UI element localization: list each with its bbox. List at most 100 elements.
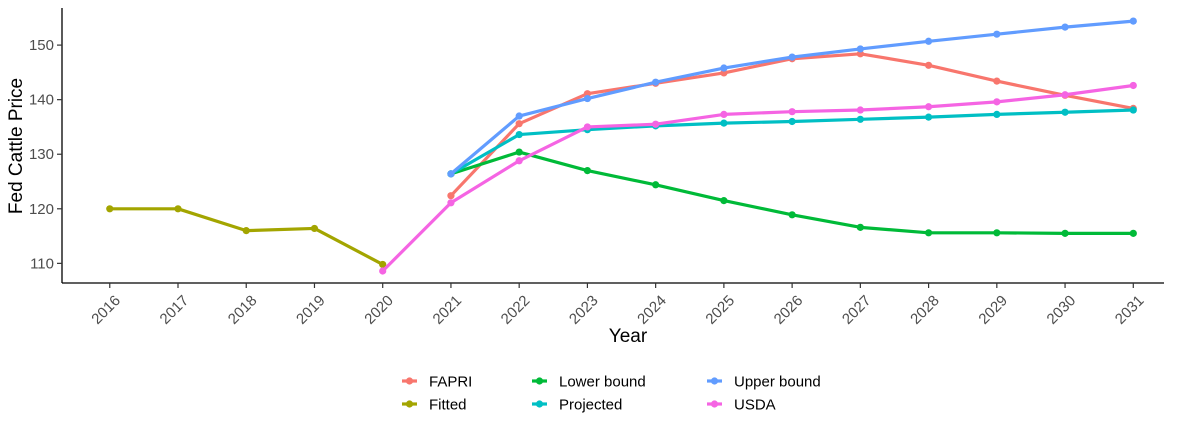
legend-key-point bbox=[405, 400, 414, 408]
y-tick-label: 110 bbox=[30, 255, 54, 272]
data-point-projected bbox=[1061, 108, 1069, 116]
data-point-lower-bound bbox=[1129, 229, 1137, 237]
series-projected bbox=[447, 106, 1137, 178]
data-point-projected bbox=[515, 130, 523, 139]
data-point-lower-bound bbox=[856, 223, 864, 231]
legend-label: Fitted bbox=[429, 397, 467, 414]
data-point-fapri bbox=[924, 61, 933, 69]
x-tick-label: 2026 bbox=[771, 292, 807, 328]
data-point-fapri bbox=[515, 120, 523, 128]
x-tick-label: 2031 bbox=[1112, 292, 1148, 328]
legend-key-point bbox=[535, 377, 544, 385]
series-usda bbox=[379, 81, 1137, 275]
data-point-lower-bound bbox=[993, 229, 1001, 237]
legend-item-fitted: Fitted bbox=[402, 397, 467, 414]
data-point-usda bbox=[1061, 91, 1069, 99]
x-tick-label: 2021 bbox=[430, 292, 466, 328]
data-point-fitted bbox=[174, 205, 182, 213]
data-point-upper-bound bbox=[856, 45, 864, 53]
series-layer bbox=[106, 17, 1137, 275]
data-point-lower-bound bbox=[583, 166, 592, 175]
data-point-fitted bbox=[106, 205, 114, 213]
legend-item-usda: USDA bbox=[707, 397, 776, 414]
data-point-projected bbox=[856, 115, 864, 123]
legend-label: Projected bbox=[559, 397, 622, 414]
x-tick-label: 2025 bbox=[702, 292, 738, 328]
legend-label: USDA bbox=[734, 397, 776, 414]
data-point-fitted bbox=[379, 260, 387, 269]
data-point-lower-bound bbox=[924, 229, 933, 237]
y-ticks: 110 120 130 140 150 bbox=[29, 37, 62, 272]
data-point-upper-bound bbox=[924, 37, 933, 45]
data-point-usda bbox=[856, 106, 864, 114]
x-tick-label: 2017 bbox=[157, 292, 193, 328]
data-point-fitted bbox=[242, 227, 250, 235]
data-point-lower-bound bbox=[788, 211, 796, 219]
x-ticks: 2016 2017 2018 2019 2020 2021 2022 2023 2024 2025… bbox=[88, 283, 1147, 328]
data-point-projected bbox=[993, 110, 1001, 118]
data-point-usda bbox=[652, 120, 660, 128]
series-line-lower-bound bbox=[449, 150, 1135, 235]
data-point-upper-bound bbox=[652, 78, 660, 86]
data-point-projected bbox=[788, 117, 796, 126]
data-point-lower-bound bbox=[720, 197, 728, 205]
data-point-usda bbox=[720, 110, 728, 118]
y-tick-label: 150 bbox=[29, 37, 54, 54]
data-point-projected bbox=[924, 113, 933, 121]
data-point-upper-bound bbox=[447, 170, 455, 178]
x-tick-label: 2030 bbox=[1044, 292, 1080, 328]
y-tick-label: 140 bbox=[29, 92, 54, 109]
data-point-usda bbox=[924, 103, 933, 111]
data-point-upper-bound bbox=[1061, 23, 1069, 31]
x-axis-title: Year bbox=[609, 326, 648, 347]
legend-item-lower-bound: Lower bound bbox=[532, 374, 646, 391]
data-point-lower-bound bbox=[515, 148, 523, 156]
legend: FAPRI Fitted Lower bound Projected Upper bou… bbox=[402, 374, 821, 414]
legend-label: Lower bound bbox=[559, 374, 646, 391]
x-tick-label: 2019 bbox=[293, 292, 329, 328]
series-line-usda bbox=[381, 83, 1135, 273]
x-tick-label: 2020 bbox=[361, 292, 397, 328]
data-point-upper-bound bbox=[1129, 17, 1137, 25]
x-tick-label: 2018 bbox=[225, 292, 261, 328]
data-point-projected bbox=[720, 119, 728, 127]
y-tick-label: 120 bbox=[29, 201, 54, 218]
y-tick-label: 130 bbox=[29, 146, 54, 163]
legend-item-upper-bound: Upper bound bbox=[707, 374, 821, 391]
data-point-lower-bound bbox=[1061, 229, 1069, 237]
data-point-upper-bound bbox=[583, 94, 592, 103]
legend-key-point bbox=[405, 377, 414, 385]
data-point-upper-bound bbox=[720, 64, 728, 72]
data-point-usda bbox=[788, 108, 796, 116]
data-point-lower-bound bbox=[652, 181, 660, 189]
data-point-usda bbox=[993, 98, 1001, 106]
x-tick-label: 2022 bbox=[498, 292, 534, 328]
legend-key-point bbox=[535, 400, 544, 408]
x-tick-label: 2016 bbox=[88, 292, 124, 328]
x-tick-label: 2027 bbox=[839, 292, 875, 328]
legend-label: Upper bound bbox=[734, 374, 821, 391]
legend-label: FAPRI bbox=[429, 374, 472, 391]
data-point-upper-bound bbox=[515, 112, 523, 120]
series-fitted bbox=[106, 205, 387, 269]
series-line-fitted bbox=[108, 207, 385, 267]
data-point-upper-bound bbox=[993, 30, 1001, 38]
legend-key-point bbox=[710, 377, 719, 385]
x-tick-label: 2029 bbox=[975, 292, 1011, 328]
axes bbox=[61, 8, 1164, 284]
data-point-fapri bbox=[993, 77, 1001, 85]
data-point-upper-bound bbox=[788, 53, 796, 61]
series-upper-bound bbox=[447, 17, 1137, 178]
legend-item-fapri: FAPRI bbox=[402, 374, 472, 391]
data-point-projected bbox=[1129, 106, 1137, 114]
data-point-usda bbox=[583, 123, 592, 131]
x-tick-label: 2023 bbox=[566, 292, 602, 328]
series-lower-bound bbox=[447, 148, 1137, 237]
data-point-usda bbox=[1129, 81, 1137, 90]
legend-item-projected: Projected bbox=[532, 397, 622, 414]
data-point-usda bbox=[379, 267, 387, 275]
data-point-fitted bbox=[310, 224, 319, 233]
data-point-usda bbox=[515, 157, 523, 165]
legend-key-point bbox=[710, 400, 719, 408]
